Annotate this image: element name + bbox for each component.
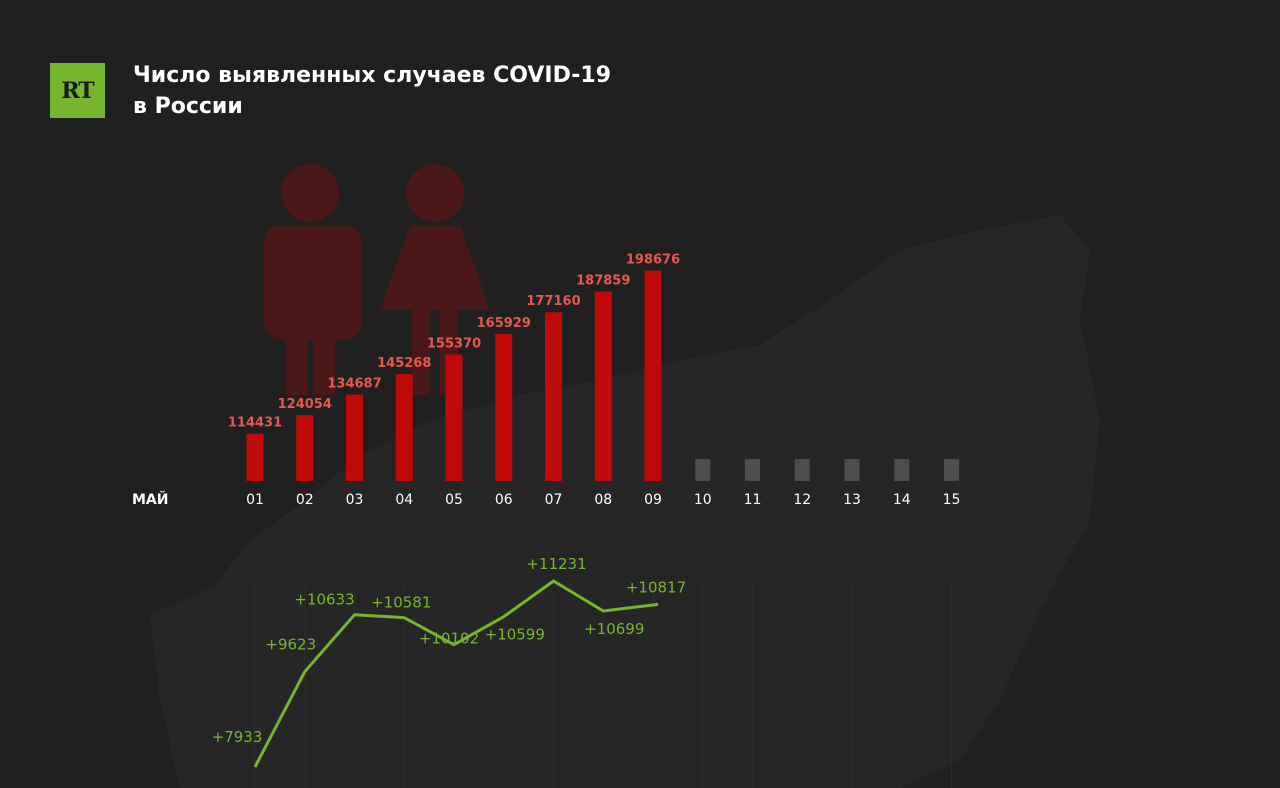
line-value-label: +10102 (419, 630, 479, 648)
woman-dress (380, 225, 490, 310)
people-silhouette (264, 164, 490, 395)
x-tick-label: 12 (793, 492, 811, 508)
logo-text: RT (61, 77, 94, 104)
bar-value-label: 124054 (278, 397, 332, 412)
bar-value-label: 165929 (477, 316, 531, 331)
x-tick-label: 02 (296, 492, 314, 508)
x-tick-label: 03 (346, 492, 364, 508)
man-leg-right (313, 330, 335, 395)
x-tick-label: 05 (445, 492, 463, 508)
man-torso (264, 225, 362, 340)
bar-value-label: 155370 (427, 336, 481, 351)
bar (495, 333, 513, 481)
empty-bar (745, 459, 760, 481)
bar (246, 433, 264, 481)
x-tick-label: 04 (395, 492, 413, 508)
line-value-label: +10817 (626, 578, 686, 596)
man-leg-left (286, 330, 308, 395)
chart-title: Число выявленных случаев COVID-19 в Росс… (133, 60, 611, 122)
bar (445, 354, 463, 481)
bar-value-label: 114431 (228, 416, 282, 431)
x-axis: МАЙ 01 02 03 04 05 06 07 08 09 10 11 12 13 14 15 (132, 491, 960, 508)
x-tick-label: 14 (893, 492, 911, 508)
x-tick-label: 15 (943, 492, 961, 508)
x-tick-label: 11 (744, 492, 762, 508)
title-line-1: Число выявленных случаев COVID-19 (133, 63, 611, 88)
empty-bar (894, 459, 910, 481)
bar-value-label: 198676 (626, 253, 680, 268)
map-shape (150, 215, 1100, 788)
x-tick-label: 07 (545, 492, 563, 508)
bar-value-label: 145268 (377, 356, 431, 371)
woman-head (406, 164, 464, 222)
line-value-label: +9623 (265, 636, 316, 654)
x-tick-label: 08 (594, 492, 612, 508)
line-value-label: +10581 (371, 594, 431, 612)
line-value-label: +10633 (294, 591, 354, 609)
line-path (253, 579, 659, 768)
title-line-2: в России (133, 94, 243, 119)
bar (644, 270, 662, 481)
bar (594, 291, 612, 481)
woman-leg-left (412, 305, 430, 395)
line-series: +7933 +9623 +10633 +10581 +10102 +10599 +11231… (212, 555, 686, 768)
bar-value-label: 187859 (576, 274, 630, 289)
x-axis-month-label: МАЙ (132, 491, 168, 508)
line-value-label: +10599 (485, 626, 545, 644)
x-tick-label: 06 (495, 492, 513, 508)
bar (395, 373, 413, 481)
empty-bar (844, 459, 860, 481)
empty-bar (944, 459, 959, 481)
x-tick-label: 10 (694, 492, 712, 508)
x-tick-label: 13 (843, 492, 861, 508)
x-tick-label: 01 (246, 492, 264, 508)
empty-bar (695, 459, 711, 481)
bar-series: 114431 124054 134687 145268 155370 165929 1771… (228, 253, 959, 481)
line-value-label: +7933 (212, 728, 263, 746)
background-map (150, 215, 1100, 788)
bar (545, 312, 562, 481)
x-tick-label: 09 (644, 492, 662, 508)
bar (346, 394, 363, 481)
line-value-label: +10699 (584, 620, 644, 638)
logo: RT (50, 63, 105, 118)
man-head (281, 164, 339, 222)
bar-value-label: 134687 (327, 376, 381, 391)
bar-value-label: 177160 (526, 294, 580, 309)
empty-bar (794, 459, 810, 481)
bar (296, 415, 314, 481)
line-value-label: +11231 (526, 555, 586, 573)
